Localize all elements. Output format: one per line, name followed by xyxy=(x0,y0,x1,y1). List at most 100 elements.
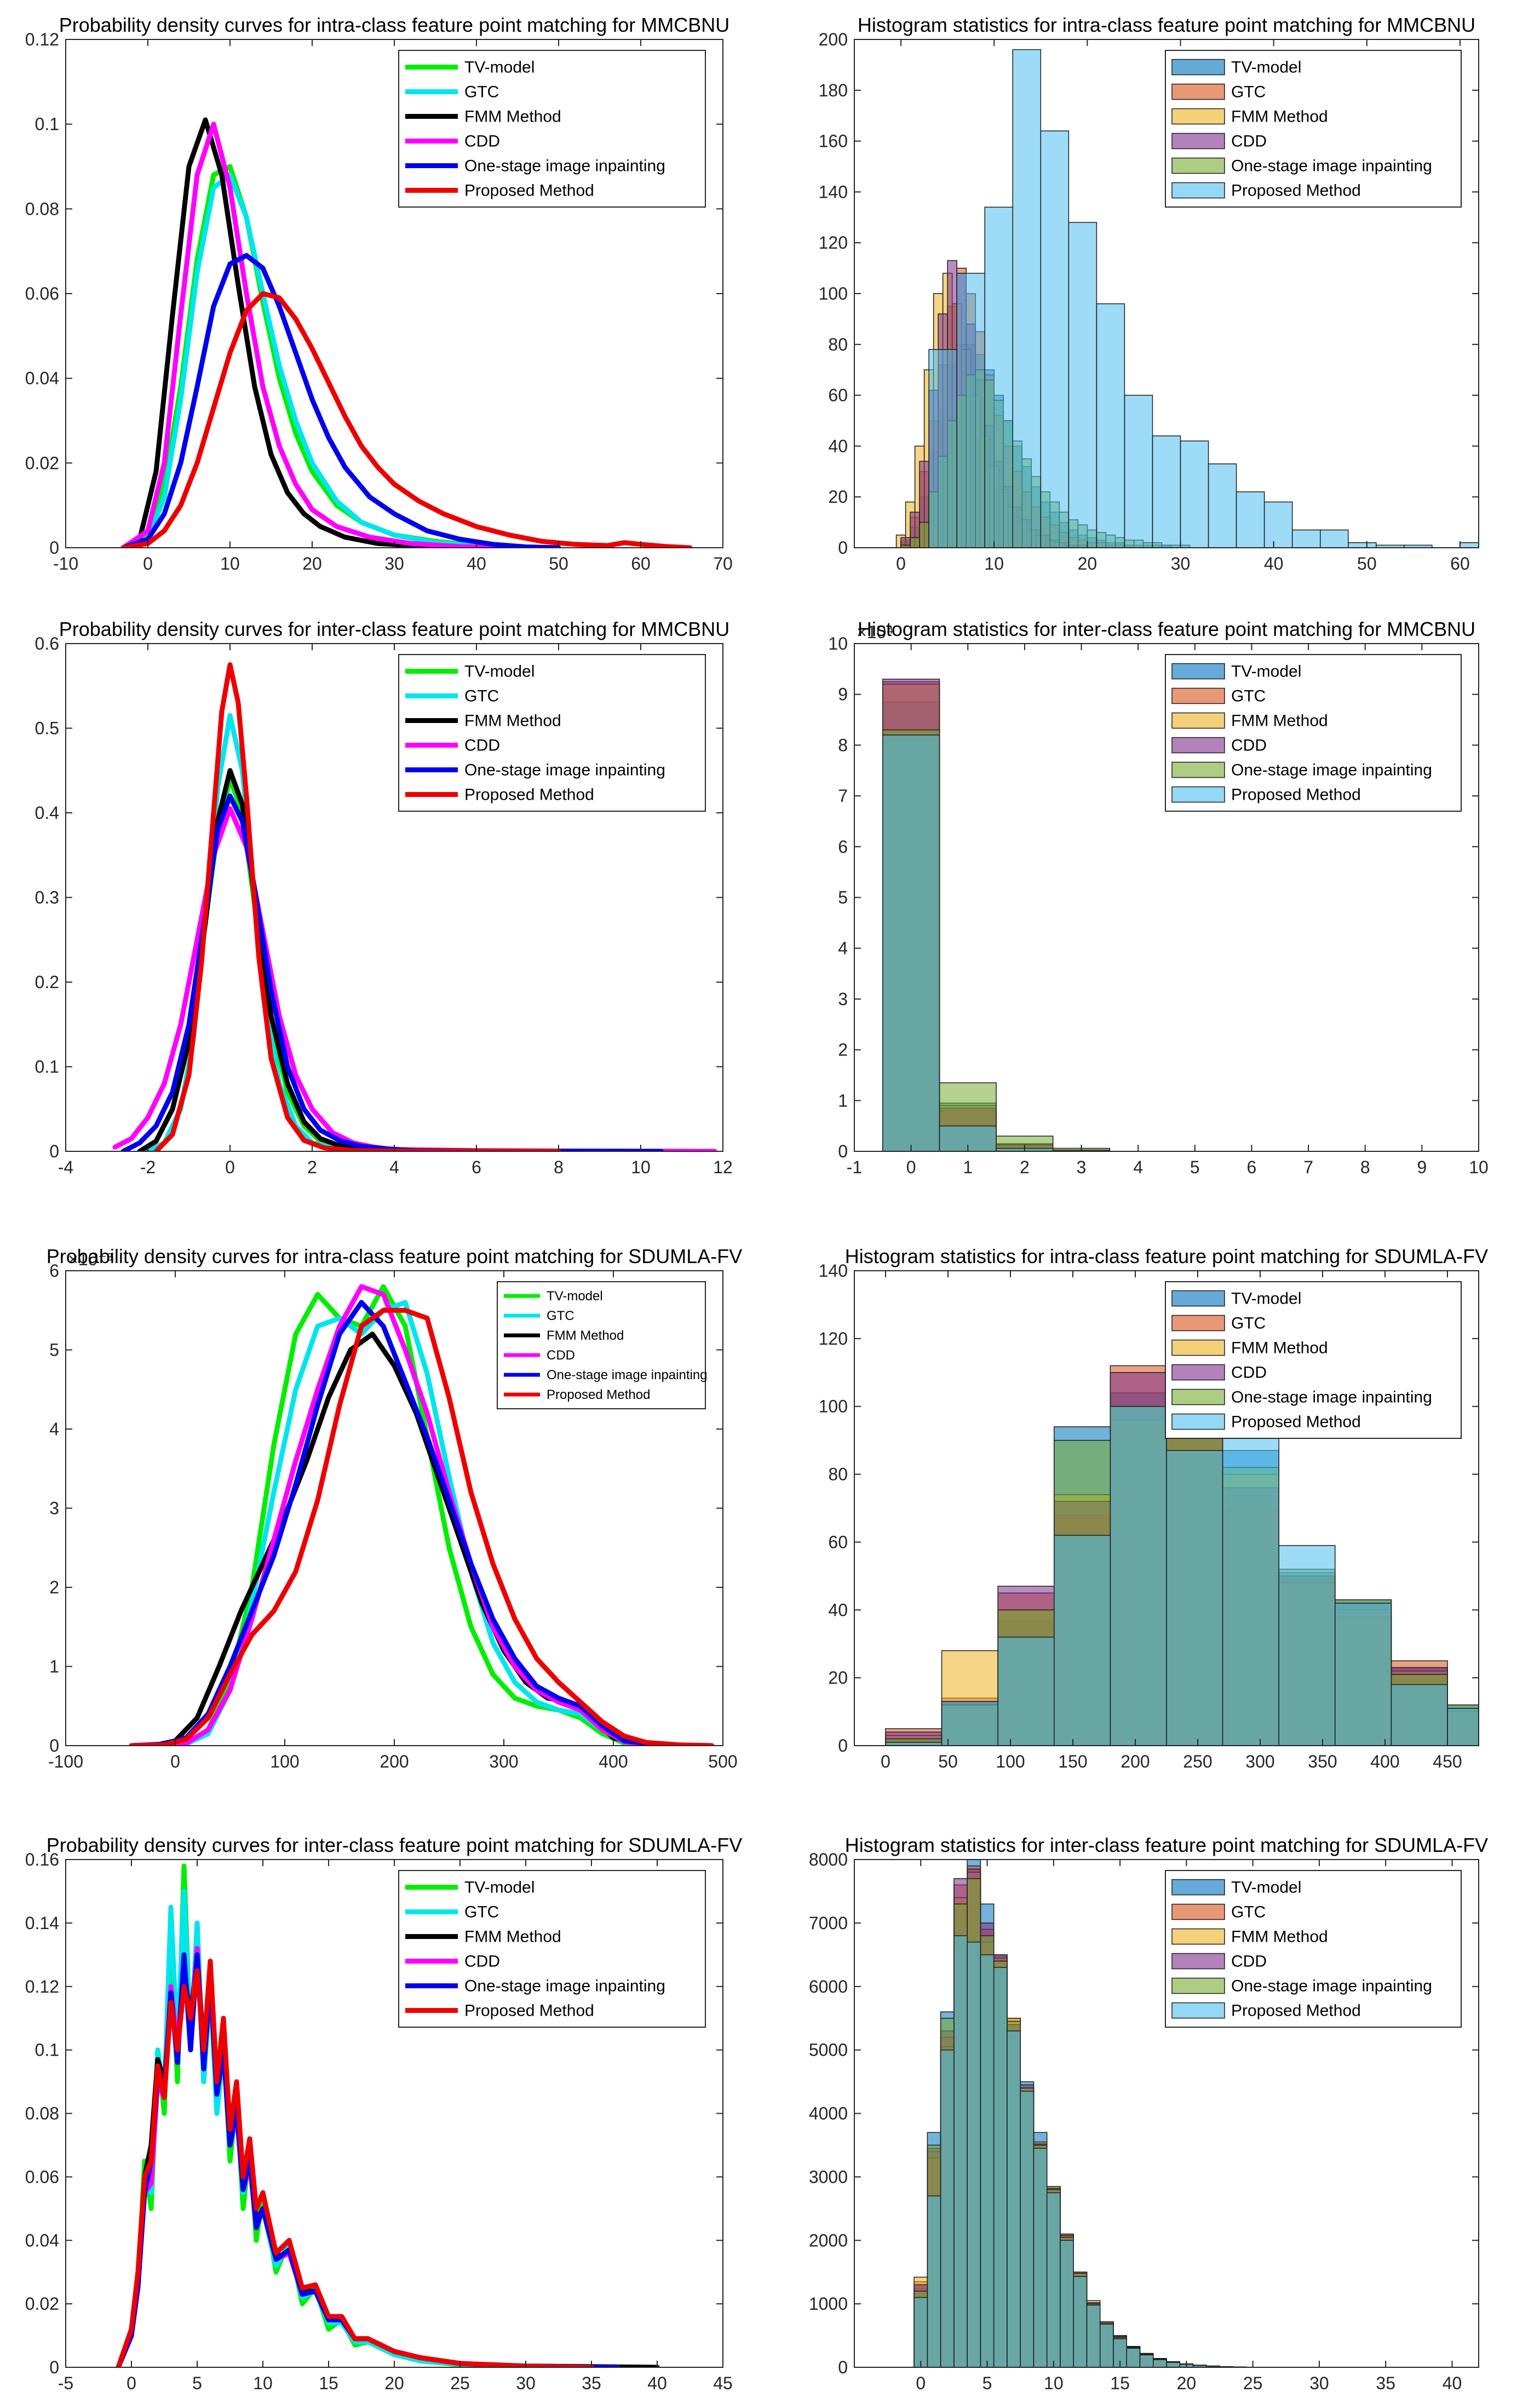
y-tick-label: 140 xyxy=(819,182,848,202)
y-tick-label: 6000 xyxy=(809,1977,848,1996)
histogram-bar xyxy=(1459,542,1479,548)
x-tick-label: 40 xyxy=(1264,554,1284,573)
x-tick-label: 200 xyxy=(380,1752,409,1771)
histogram-bar xyxy=(882,735,940,1151)
histogram-bar xyxy=(941,1701,998,1746)
histogram-bar xyxy=(980,1954,995,2367)
y-tick-label: 0.06 xyxy=(25,2167,59,2187)
y-tick-label: 4000 xyxy=(809,2104,848,2124)
histogram-bar xyxy=(927,2195,941,2367)
x-tick-label: 500 xyxy=(708,1752,737,1771)
legend-swatch xyxy=(1171,182,1225,199)
legend-entry: GTC xyxy=(1231,1315,1266,1333)
x-tick-label: 25 xyxy=(1243,2373,1263,2393)
x-tick-label: 5 xyxy=(1190,1157,1200,1177)
y-tick-label: 0.1 xyxy=(35,1057,59,1077)
histogram-bar xyxy=(1166,1450,1223,1746)
x-tick-label: 30 xyxy=(1171,554,1191,573)
x-tick-label: 40 xyxy=(647,2373,667,2393)
legend: TV-model GTC FMM Method CDD One-stage image … xyxy=(1165,654,1462,812)
x-tick-label: -10 xyxy=(53,554,78,573)
series-line xyxy=(120,291,693,548)
y-tick-label: 5000 xyxy=(809,2040,848,2060)
legend-box xyxy=(1165,654,1462,812)
y-tick-label: 4 xyxy=(838,938,848,958)
histogram-bar xyxy=(1012,49,1042,548)
x-tick-label: 5 xyxy=(982,2373,992,2393)
legend-entry: GTC xyxy=(464,1903,499,1921)
x-tick-label: 20 xyxy=(1177,2373,1197,2393)
histogram-bar xyxy=(1068,222,1097,548)
legend-swatch xyxy=(1171,1903,1225,1920)
legend-entry: One-stage image inpainting xyxy=(1231,157,1432,175)
y-tick-label: 10 xyxy=(828,634,848,653)
x-tick-label: 0 xyxy=(906,1157,916,1177)
legend-entry: FMM Method xyxy=(547,1328,624,1343)
x-tick-label: 150 xyxy=(1058,1752,1087,1771)
legend-swatch xyxy=(1171,761,1225,778)
legend-swatch xyxy=(1171,157,1225,174)
histogram-bar xyxy=(1447,1708,1479,1746)
y-tick-label: 0.06 xyxy=(25,284,59,303)
histogram-bar xyxy=(1291,529,1321,548)
x-tick-label: 10 xyxy=(1469,1157,1489,1177)
histogram-bar xyxy=(940,2049,955,2367)
plot-marks xyxy=(882,679,1111,1151)
mmcbnu-intra-hist-panel: 0 10 20 30 40 50 60 0 20 40 60 80 100 120 140 160 180 200… xyxy=(819,14,1479,573)
legend-entry: Proposed Method xyxy=(1231,786,1361,804)
y-tick-label: 0.1 xyxy=(35,2040,59,2060)
legend-box xyxy=(398,50,706,208)
histogram-bar xyxy=(919,521,929,548)
y-tick-label: 140 xyxy=(819,1261,848,1281)
y-tick-label: 4 xyxy=(49,1419,59,1439)
legend-entry: One-stage image inpainting xyxy=(1231,1977,1432,1995)
x-tick-label: 5 xyxy=(192,2373,202,2393)
x-tick-label: 9 xyxy=(1417,1157,1427,1177)
legend-entry: Proposed Method xyxy=(464,182,594,200)
histogram-bar xyxy=(1040,130,1070,548)
y-tick-label: 0.04 xyxy=(25,369,59,388)
y-tick-label: 0 xyxy=(49,1736,59,1755)
y-tick-label: 0.5 xyxy=(35,719,59,738)
plot-marks xyxy=(885,1324,1540,1746)
histogram-bar xyxy=(1152,2359,1167,2367)
legend-box xyxy=(398,654,706,812)
legend-entry: FMM Method xyxy=(1231,1928,1328,1946)
x-tick-label: 20 xyxy=(384,2373,404,2393)
legend-swatch xyxy=(1171,2002,1225,2019)
y-tick-label: 7 xyxy=(838,786,848,806)
histogram-bar xyxy=(953,1935,968,2367)
legend: TV-model GTC FMM Method CDD One-stage image … xyxy=(398,1870,706,2028)
legend-entry: Proposed Method xyxy=(1231,2002,1361,2020)
x-tick-label: 0 xyxy=(127,2373,136,2393)
y-tick-label: 80 xyxy=(828,335,848,354)
histogram-bar xyxy=(1033,2148,1048,2367)
y-tick-label: 5 xyxy=(838,888,848,908)
legend-swatch xyxy=(1171,737,1225,754)
histogram-bar xyxy=(997,1637,1055,1746)
y-tick-label: 0.6 xyxy=(35,634,59,653)
legend-entry: FMM Method xyxy=(464,108,561,126)
histogram-bar xyxy=(910,537,920,548)
chart-title: Probability density curves for intra-cla… xyxy=(59,14,729,36)
histogram-bar xyxy=(1126,2348,1141,2367)
y-tick-label: 0.02 xyxy=(25,2294,59,2314)
mmcbnu-intra-pdf-panel: -10 0 10 20 30 40 50 60 7000.020.040.060.080.10.… xyxy=(25,14,733,573)
y-tick-label: 0 xyxy=(49,2357,59,2377)
legend-entry: GTC xyxy=(1231,1903,1266,1921)
legend-entry: CDD xyxy=(547,1348,575,1363)
legend-entry: One-stage image inpainting xyxy=(1231,1389,1432,1407)
x-tick-label: 25 xyxy=(450,2373,470,2393)
histogram-bar xyxy=(1096,303,1125,548)
legend-entry: CDD xyxy=(464,133,500,151)
series-line xyxy=(151,1284,660,1746)
y-tick-label: 0.08 xyxy=(25,199,59,219)
y-tick-label: 80 xyxy=(828,1465,848,1484)
legend-swatch xyxy=(1171,83,1225,100)
y-tick-label: 1000 xyxy=(809,2294,848,2314)
x-tick-label: 300 xyxy=(489,1752,518,1771)
histogram-bar xyxy=(1236,491,1265,548)
x-tick-label: 8 xyxy=(1360,1157,1370,1177)
histogram-bar xyxy=(1504,1739,1540,1746)
